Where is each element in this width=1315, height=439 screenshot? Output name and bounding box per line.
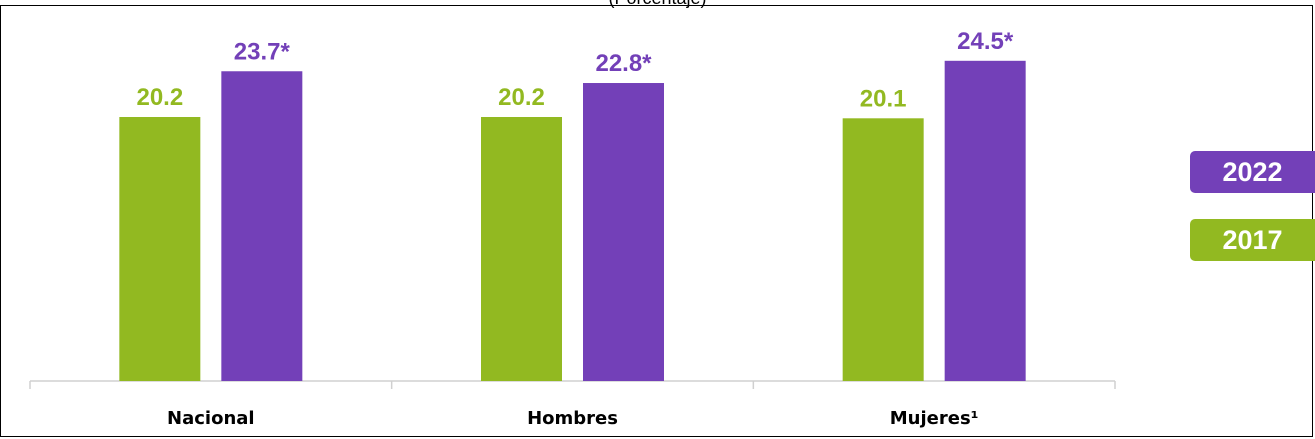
- data-label-2017-1: 20.2: [498, 84, 545, 111]
- category-label-2: Mujeres¹: [890, 408, 979, 429]
- category-label-1: Hombres: [527, 408, 618, 429]
- data-label-2017-2: 20.1: [860, 85, 907, 112]
- data-label-2022-1: 22.8*: [595, 50, 652, 77]
- data-label-2022-0: 23.7*: [234, 38, 291, 65]
- bar-2017-2: [842, 118, 924, 381]
- category-label-0: Nacional: [167, 408, 255, 429]
- bar-2022-2: [944, 60, 1026, 382]
- legend-item-2017: 2017: [1190, 219, 1315, 261]
- bar-2017-0: [119, 117, 201, 381]
- bar-2022-0: [221, 71, 303, 382]
- legend-item-2022: 2022: [1190, 151, 1315, 193]
- bar-2017-1: [481, 117, 562, 381]
- data-label-2022-2: 24.5*: [957, 28, 1014, 55]
- chart-subtitle: (Porcentaje): [0, 0, 1315, 8]
- data-label-2017-0: 20.2: [136, 84, 183, 111]
- bar-2022-1: [583, 83, 664, 381]
